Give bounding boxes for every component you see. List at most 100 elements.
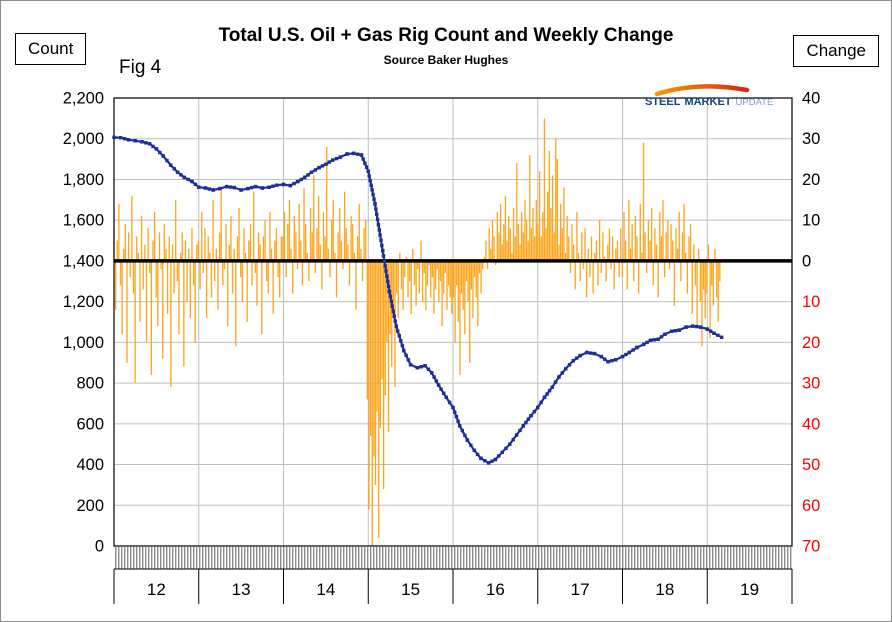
- left-axis-label: 1,800: [63, 171, 104, 189]
- weekly-change-bar: [590, 236, 593, 261]
- rig-count-marker: [635, 345, 639, 350]
- weekly-change-bar: [121, 260, 123, 335]
- weekly-change-bar: [279, 260, 281, 298]
- left-axis-label: 200: [76, 497, 104, 515]
- weekly-change-bar: [478, 260, 481, 274]
- weekly-change-bar: [421, 260, 424, 302]
- rig-count-marker: [250, 185, 254, 190]
- rig-count-marker: [144, 141, 148, 145]
- weekly-change-bar: [248, 240, 250, 261]
- weekly-change-bar: [701, 260, 703, 347]
- weekly-change-bar: [322, 212, 325, 261]
- rig-count-marker: [228, 185, 233, 189]
- weekly-change-bar: [629, 248, 632, 261]
- weekly-change-bar: [490, 248, 492, 261]
- weekly-change-bar: [399, 252, 401, 261]
- weekly-change-bar: [407, 260, 409, 298]
- weekly-change-bar: [124, 224, 127, 261]
- weekly-change-bar: [556, 159, 559, 261]
- weekly-change-bar: [345, 228, 347, 261]
- weekly-change-bar: [665, 232, 667, 261]
- weekly-change-bar: [446, 260, 448, 310]
- weekly-change-bar: [261, 260, 263, 335]
- rig-count-marker: [379, 238, 383, 242]
- weekly-change-bar: [475, 260, 477, 298]
- rig-count-marker: [288, 183, 292, 188]
- weekly-change-bar: [472, 260, 474, 318]
- rig-count-marker: [511, 437, 515, 442]
- left-axis-label: 2,000: [63, 130, 104, 148]
- rig-count-marker: [169, 163, 173, 167]
- rig-count-marker: [371, 192, 375, 197]
- weekly-change-bar: [493, 236, 495, 261]
- rig-count-marker: [154, 147, 159, 151]
- rig-count-marker: [275, 183, 279, 187]
- weekly-change-bar: [456, 260, 458, 286]
- weekly-change-bar: [277, 260, 279, 278]
- weekly-change-bar: [296, 260, 299, 270]
- rig-count-marker: [393, 319, 397, 323]
- rig-count-marker: [521, 424, 525, 428]
- weekly-change-bar: [152, 240, 154, 261]
- weekly-change-bar: [321, 260, 323, 290]
- left-axis-label: 800: [76, 375, 104, 393]
- rig-count-marker: [246, 186, 250, 191]
- rig-count-marker: [673, 329, 678, 333]
- rig-count-marker: [361, 157, 365, 161]
- weekly-change-bar: [704, 260, 706, 318]
- rig-count-marker: [408, 363, 413, 367]
- weekly-change-bar: [537, 224, 539, 261]
- rig-count-marker: [119, 136, 123, 140]
- weekly-change-bar: [417, 260, 419, 270]
- weekly-change-bar: [163, 224, 165, 261]
- weekly-change-bar: [395, 260, 398, 294]
- rig-count-marker: [232, 185, 236, 190]
- weekly-change-bar: [649, 240, 651, 261]
- weekly-change-bar: [223, 260, 226, 270]
- weekly-change-bar: [153, 212, 156, 261]
- weekly-change-bar: [179, 252, 182, 261]
- weekly-change-bar: [602, 232, 604, 261]
- rig-count-marker: [352, 151, 356, 156]
- rig-count-marker: [381, 254, 386, 258]
- weekly-change-bar: [387, 260, 390, 432]
- weekly-change-bar: [646, 260, 648, 274]
- weekly-change-bar: [369, 260, 372, 437]
- weekly-change-bar: [514, 236, 516, 261]
- weekly-change-bar: [157, 260, 159, 327]
- weekly-change-bar: [662, 199, 664, 261]
- weekly-change-bar: [438, 260, 440, 302]
- weekly-change-bar: [564, 252, 567, 261]
- right-axis-label: 60: [802, 497, 820, 515]
- logo-swoosh-icon: [654, 84, 750, 97]
- rig-count-marker: [172, 167, 176, 171]
- weekly-change-bar: [173, 260, 175, 294]
- rig-count-marker: [557, 375, 561, 379]
- weekly-change-bar: [189, 260, 191, 318]
- weekly-change-bar: [162, 260, 164, 359]
- weekly-change-bar: [142, 260, 144, 290]
- weekly-change-bar: [561, 228, 563, 261]
- weekly-change-bar: [616, 240, 619, 261]
- rig-count-marker: [375, 212, 379, 216]
- rig-count-marker: [186, 177, 190, 182]
- x-axis-label: 13: [232, 580, 251, 599]
- weekly-change-bar: [270, 248, 273, 261]
- weekly-change-bar: [114, 260, 117, 310]
- weekly-change-bar: [292, 260, 294, 294]
- weekly-change-bar: [360, 248, 362, 261]
- weekly-change-bar: [436, 260, 438, 270]
- weekly-change-bar: [709, 260, 711, 339]
- weekly-change-bar: [194, 260, 196, 343]
- weekly-change-bar: [615, 248, 617, 261]
- weekly-change-bar: [191, 228, 193, 261]
- rig-count-marker: [460, 428, 464, 433]
- weekly-change-bar: [652, 260, 654, 286]
- rig-count-marker: [299, 177, 303, 182]
- right-axis-label: 30: [802, 375, 820, 393]
- weekly-change-bar: [355, 260, 357, 310]
- weekly-change-bar: [465, 260, 468, 282]
- rig-count-marker: [392, 314, 396, 318]
- rig-count-marker: [327, 160, 331, 164]
- rig-count-marker: [631, 348, 635, 352]
